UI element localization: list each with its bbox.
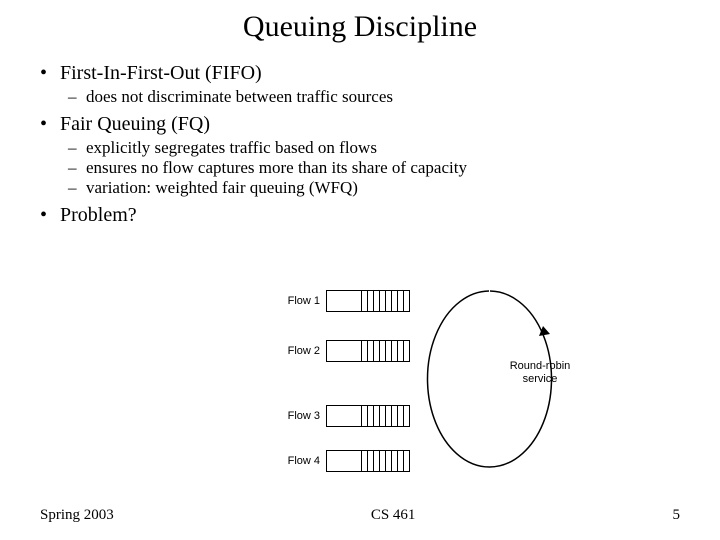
rr-label-line: service [523,373,558,385]
bullet-text: Problem? [60,204,137,226]
flow-label: Flow 1 [280,295,320,307]
bullet-text: Fair Queuing (FQ) [60,113,210,135]
sub-item: does not discriminate between traffic so… [86,87,690,107]
sub-list: does not discriminate between traffic so… [60,87,690,107]
queue-slot [403,451,409,471]
bullet-item: First-In-First-Out (FIFO) does not discr… [60,62,690,107]
queue-slot [403,291,409,311]
flow-row: Flow 1 [280,290,410,312]
flow-label: Flow 3 [280,410,320,422]
queue-slot [403,341,409,361]
sub-list: explicitly segregates traffic based on f… [60,138,690,198]
fair-queuing-diagram: Flow 1 Flow 2 Flow 3 Flow 4 Round-robin … [280,290,620,490]
flow-label: Flow 4 [280,455,320,467]
flow-row: Flow 2 [280,340,410,362]
footer-left: Spring 2003 [40,507,114,524]
flow-row: Flow 3 [280,405,410,427]
sub-item: ensures no flow captures more than its s… [86,158,690,178]
bullet-item: Fair Queuing (FQ) explicitly segregates … [60,113,690,198]
footer: Spring 2003 CS 461 5 [0,507,720,524]
queue-slot [403,406,409,426]
rr-label-line: Round-robin [510,360,571,372]
queue-box [326,450,410,472]
bullet-item: Problem? [60,204,690,227]
queue-box [326,405,410,427]
queue-box [326,340,410,362]
slide: Queuing Discipline First-In-First-Out (F… [0,0,720,540]
slide-title: Queuing Discipline [30,10,690,44]
sub-item: explicitly segregates traffic based on f… [86,138,690,158]
footer-page-number: 5 [673,507,681,524]
flow-row: Flow 4 [280,450,410,472]
flow-label: Flow 2 [280,345,320,357]
round-robin-label: Round-robin service [505,360,575,386]
footer-center: CS 461 [114,507,673,524]
bullet-list: First-In-First-Out (FIFO) does not discr… [30,62,690,227]
queue-box [326,290,410,312]
bullet-text: First-In-First-Out (FIFO) [60,62,262,84]
sub-item: variation: weighted fair queuing (WFQ) [86,178,690,198]
